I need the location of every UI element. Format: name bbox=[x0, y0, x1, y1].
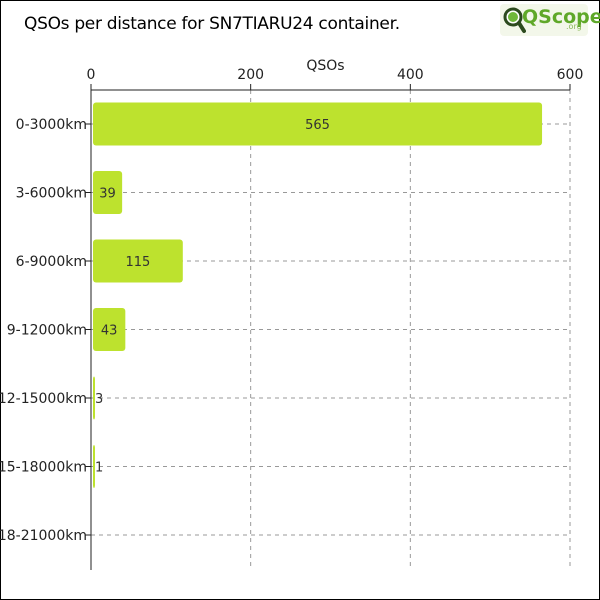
data-label: 115 bbox=[125, 255, 150, 270]
x-tick-label: 200 bbox=[237, 67, 264, 83]
data-label: 3 bbox=[95, 392, 103, 407]
x-tick-label: 600 bbox=[557, 67, 584, 83]
logo-text: QScope bbox=[522, 6, 600, 28]
data-label: 39 bbox=[99, 187, 116, 202]
axis-layer: 0 200 400 600 0-3000km 3-6000km 6-9000km 9-1200… bbox=[0, 67, 583, 570]
grid-layer bbox=[91, 90, 571, 570]
data-label: 1 bbox=[95, 461, 103, 476]
y-tick-label: 15-18000km bbox=[0, 460, 87, 476]
bar bbox=[93, 308, 126, 351]
magnifier-globe-icon bbox=[503, 7, 526, 33]
bar bbox=[93, 102, 543, 146]
y-tick-label: 6-9000km bbox=[16, 254, 87, 270]
chart-title: QSOs per distance for SN7TIARU24 contain… bbox=[24, 14, 400, 34]
bar bbox=[93, 376, 95, 420]
bar bbox=[93, 239, 183, 283]
y-tick-label: 12-15000km bbox=[0, 391, 87, 407]
bar bbox=[93, 445, 95, 488]
y-tick-label: 9-12000km bbox=[7, 323, 87, 339]
qscope-logo: QScope .org bbox=[500, 4, 600, 36]
y-tick-label: 18-21000km bbox=[0, 528, 87, 544]
x-tick-label: 0 bbox=[87, 67, 96, 83]
bar bbox=[93, 171, 123, 214]
x-axis-label: QSOs bbox=[306, 58, 344, 74]
x-tick-label: 400 bbox=[397, 67, 424, 83]
data-label: 43 bbox=[101, 324, 118, 339]
logo-suffix: .org bbox=[566, 22, 582, 31]
y-tick-label: 3-6000km bbox=[16, 186, 87, 202]
bar-layer: 565 39 115 43 3 1 bbox=[93, 102, 543, 488]
y-tick-label: 0-3000km bbox=[16, 117, 87, 133]
data-label: 565 bbox=[305, 118, 330, 133]
